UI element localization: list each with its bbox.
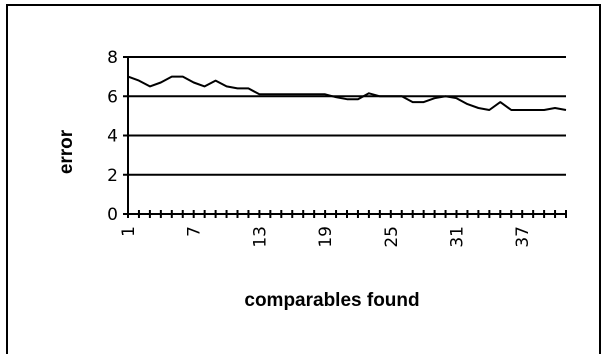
x-tick-label-25: 25 (382, 226, 402, 248)
y-tick-label-2: 2 (107, 166, 118, 186)
axes (123, 56, 567, 218)
series-layer (127, 75, 567, 111)
gridlines (128, 56, 566, 176)
y-tick-label-0: 0 (107, 205, 118, 225)
x-tick-label-7: 7 (185, 226, 205, 237)
y-tick-labels: 0 2 4 6 8 (107, 48, 118, 225)
x-tick-label-31: 31 (448, 226, 468, 248)
chart-frame (6, 4, 601, 354)
x-tick-labels: 1 7 13 19 25 31 37 (119, 226, 533, 248)
x-axis-title: comparables found (244, 290, 419, 311)
series-line-0 (127, 75, 567, 111)
x-tick-label-1: 1 (119, 226, 139, 237)
x-tick-label-13: 13 (250, 226, 270, 248)
y-axis-title: error (56, 129, 77, 174)
line-chart: 0 2 4 6 8 1 7 13 19 25 31 37 comparables found err… (56, 48, 567, 311)
x-tick-label-19: 19 (316, 226, 336, 248)
y-tick-label-4: 4 (107, 127, 118, 147)
y-tick-label-8: 8 (107, 48, 118, 68)
x-tick-label-37: 37 (513, 226, 533, 248)
y-tick-label-6: 6 (107, 87, 118, 107)
